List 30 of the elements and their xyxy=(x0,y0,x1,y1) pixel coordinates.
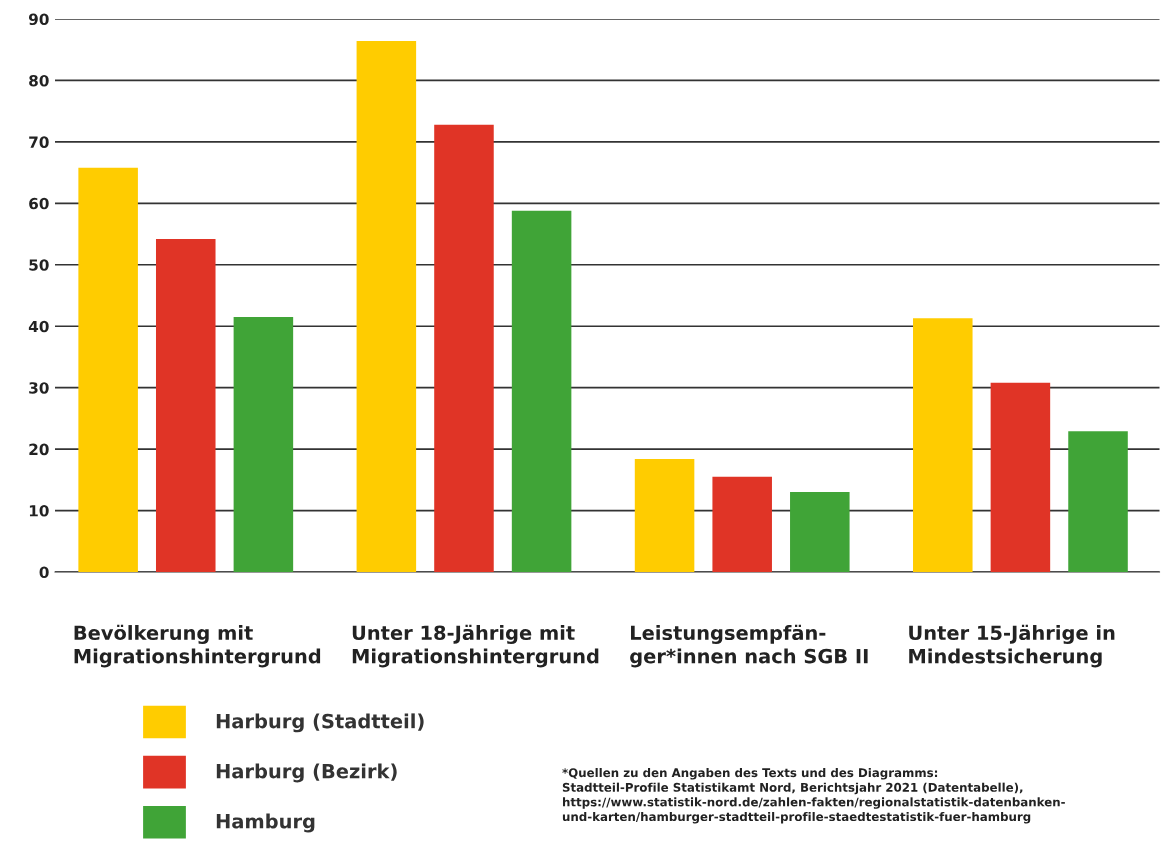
bar xyxy=(634,458,695,572)
bar xyxy=(155,238,216,572)
bar xyxy=(78,167,138,572)
bar xyxy=(790,492,850,572)
y-tick-label: 40 xyxy=(28,320,49,333)
legend-label: Harburg (Stadtteil) xyxy=(216,713,424,733)
y-tick-label: 80 xyxy=(29,74,49,87)
y-tick-label: 20 xyxy=(29,443,49,456)
y-tick-label: 30 xyxy=(29,382,49,394)
bar xyxy=(356,41,417,572)
x-tick-label: Unter 15-Jährige in Mindestsicherung xyxy=(909,624,1115,668)
y-tick-label: 10 xyxy=(29,505,49,517)
legend-label: Harburg (Bezirk) xyxy=(216,763,397,783)
y-tick-label: 90 xyxy=(28,13,49,26)
text: *Quellen zu den Angaben des Texts und des Diagramms: Stadtteil-Profile Statistikamt Nord, Berichtsjahr 2021 (Datentabelle), https://www.statistik-nord.de/zahlen-fakten/regionalstatistik-datenbanken- und-karten/hamburger-stadtteil-profile-staedtestatistik-fuer-hamburg xyxy=(562,768,1065,824)
x-tick-label: Leistungsempfän- ger*innen nach SGB II xyxy=(630,624,868,668)
bar xyxy=(913,318,973,572)
legend-label: Hamburg xyxy=(216,813,315,833)
bar xyxy=(712,476,772,572)
x-tick-label: Bevölkerung mit Migrationshintergrund xyxy=(74,624,321,668)
bar xyxy=(233,317,294,572)
bar xyxy=(990,382,1051,572)
bar xyxy=(434,124,494,572)
bar xyxy=(1068,431,1128,572)
bar xyxy=(511,210,572,572)
x-tick-label: Unter 18-Jährige mit Migrationshintergrund xyxy=(352,624,599,668)
y-tick-label: 60 xyxy=(29,197,49,210)
y-tick-label: 0 xyxy=(39,566,49,579)
y-tick-label: 70 xyxy=(29,136,49,148)
y-tick-label: 50 xyxy=(29,259,49,271)
